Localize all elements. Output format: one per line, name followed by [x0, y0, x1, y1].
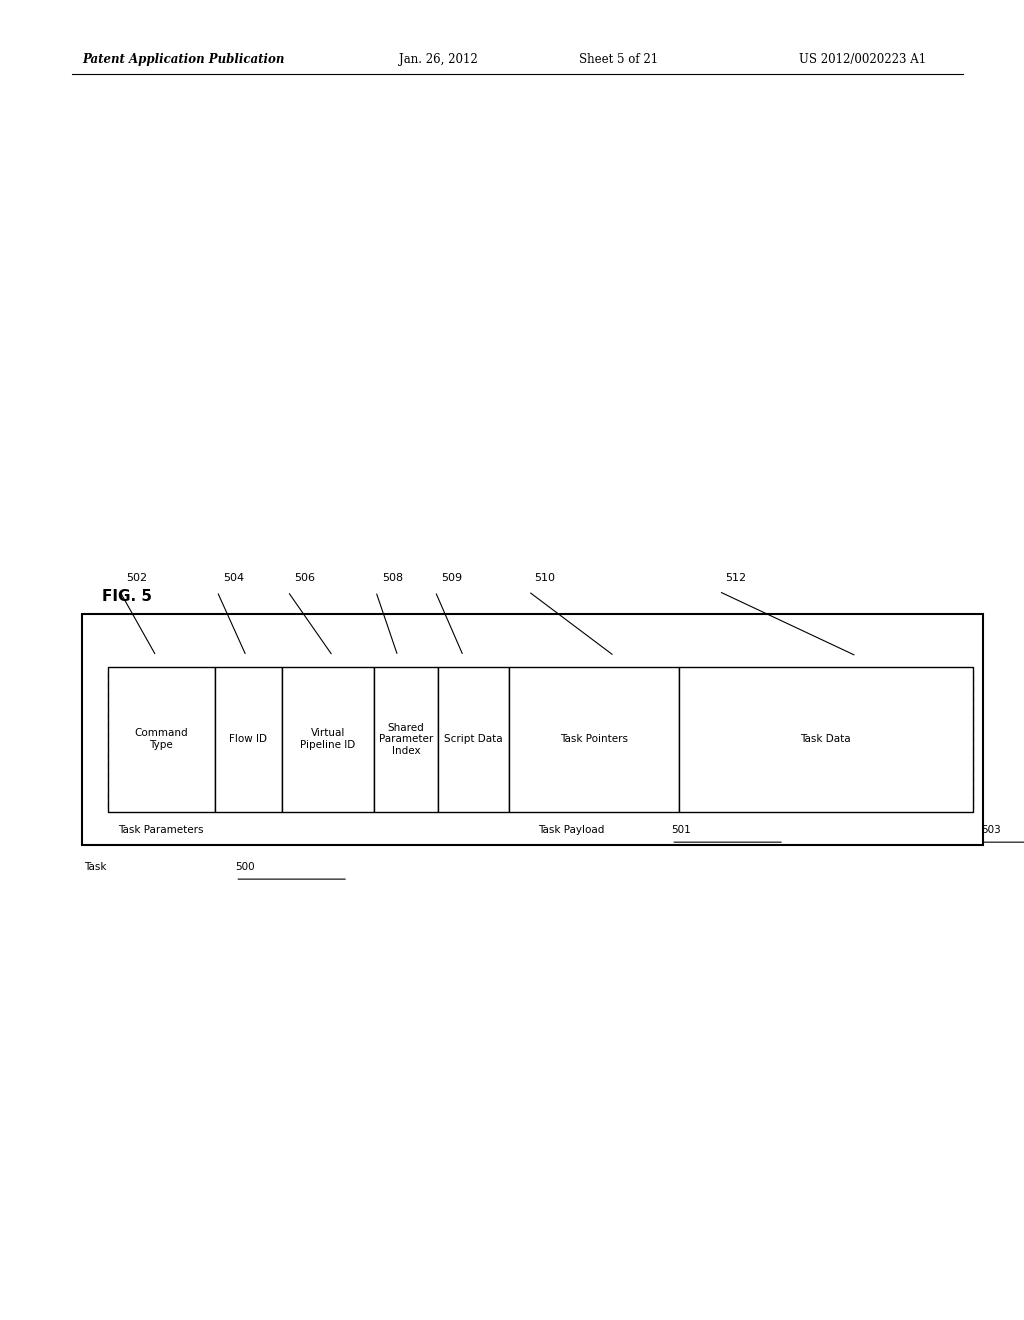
- Bar: [509, 667, 679, 812]
- Text: Task: Task: [84, 862, 113, 873]
- Text: Command
Type: Command Type: [134, 729, 188, 750]
- Bar: [82, 614, 983, 845]
- Text: US 2012/0020223 A1: US 2012/0020223 A1: [799, 53, 926, 66]
- Text: Shared
Parameter
Index: Shared Parameter Index: [379, 722, 433, 756]
- Bar: [438, 667, 509, 812]
- Bar: [509, 671, 973, 808]
- Text: Jan. 26, 2012: Jan. 26, 2012: [399, 53, 478, 66]
- Text: 502: 502: [126, 573, 147, 583]
- Bar: [282, 667, 374, 812]
- Text: Script Data: Script Data: [444, 734, 503, 744]
- Text: 506: 506: [294, 573, 315, 583]
- Text: 501: 501: [672, 825, 691, 836]
- Bar: [374, 667, 438, 812]
- Text: 508: 508: [382, 573, 403, 583]
- Text: Patent Application Publication: Patent Application Publication: [82, 53, 285, 66]
- Text: 503: 503: [981, 825, 1001, 836]
- Text: 500: 500: [236, 862, 255, 873]
- Text: 504: 504: [223, 573, 245, 583]
- Text: Task Pointers: Task Pointers: [560, 734, 628, 744]
- Bar: [215, 667, 282, 812]
- Text: Task Parameters: Task Parameters: [118, 825, 210, 836]
- Bar: [679, 667, 973, 812]
- Text: Virtual
Pipeline ID: Virtual Pipeline ID: [300, 729, 355, 750]
- Bar: [108, 667, 215, 812]
- Text: Flow ID: Flow ID: [229, 734, 267, 744]
- Text: Sheet 5 of 21: Sheet 5 of 21: [579, 53, 657, 66]
- Text: 512: 512: [725, 573, 746, 583]
- Text: 510: 510: [535, 573, 556, 583]
- Bar: [108, 671, 509, 808]
- Text: FIG. 5: FIG. 5: [102, 589, 153, 605]
- Text: Task Data: Task Data: [801, 734, 851, 744]
- Text: Task Payload: Task Payload: [538, 825, 610, 836]
- Text: 509: 509: [441, 573, 463, 583]
